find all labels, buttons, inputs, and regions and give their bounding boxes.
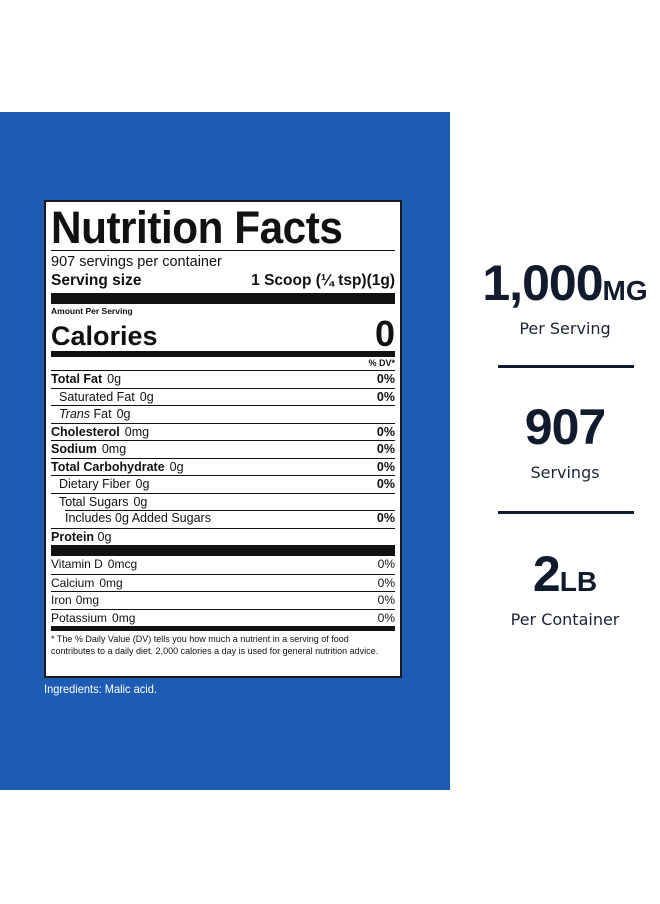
calories-value: 0 [374,313,395,354]
nutrient-amount: 0g [97,529,112,544]
nutrient-row-dietary-fiber: Dietary Fiber 0g 0% [51,475,395,493]
nutrient-row-protein: Protein 0g [51,527,395,546]
nutrient-row-sodium: Sodium 0mg 0% [51,440,395,458]
nutrient-dv: 0% [376,424,395,439]
nutrient-amount: 0g [133,494,148,509]
vitamin-dv: 0% [377,593,395,607]
nutrient-amount: 0g [139,389,154,404]
stat-divider [498,365,634,368]
nutrient-dv: 0% [376,459,395,474]
stat-number: 907 [524,399,606,455]
vitamin-name: Iron [51,593,72,607]
vitamin-row-iron: Iron 0mg 0% [51,591,395,609]
calories-row: Calories 0 [51,313,395,354]
stat-divider [498,511,634,514]
nutrient-row-total-fat: Total Fat 0g 0% [51,370,395,388]
nutrition-facts-title: Nutrition Facts [51,202,343,253]
stat-unit: MG [602,275,648,306]
stat-value: 2LB [470,548,660,608]
vitamin-amount: 0mg [75,593,100,607]
serving-size-label: Serving size [51,272,142,289]
nutrient-amount: 0g [135,477,150,491]
nutrient-row-total-sugars: Total Sugars 0g [51,492,395,511]
nutrient-name: Dietary Fiber [59,477,131,491]
stat-per-serving: 1,000MG Per Serving [470,257,660,339]
nutrient-name: Total Fat [51,372,103,386]
servings-per-container: 907 servings per container [51,254,222,270]
nutrient-name: Trans [59,407,91,421]
amount-per-serving: Amount Per Serving [51,306,133,316]
nutrient-amount: 0g [116,407,131,421]
stat-caption: Servings [530,463,600,482]
daily-value-header: % DV* [368,358,395,368]
nutrient-row-trans-fat: Trans Fat 0g [51,405,395,423]
stat-number: 2 [532,546,561,602]
ingredients-text: Ingredients: Malic acid. [44,682,157,696]
nutrient-dv: 0% [376,477,395,491]
vitamin-row-potassium: Potassium 0mg 0% [51,608,395,627]
vitamin-name: Potassium [51,610,108,625]
divider [51,250,395,251]
nutrient-name: Total Carbohydrate [51,459,165,474]
serving-size-row: Serving size 1 Scoop (¼ tsp)(1g) [51,271,395,290]
stat-servings: 907 Servings [470,401,660,483]
nutrient-name: Total Sugars [59,494,129,509]
vitamin-amount: 0mg [99,575,123,590]
nutrient-amount: 0g [169,459,184,474]
nutrient-row-saturated-fat: Saturated Fat 0g 0% [51,387,395,406]
nutrient-name: Cholesterol [51,424,120,439]
serving-size-value: 1 Scoop (¼ tsp)(1g) [251,272,395,289]
nutrient-name: Includes 0g Added Sugars [65,511,211,525]
stat-caption: Per Serving [519,319,611,338]
vitamin-row-calcium: Calcium 0mg 0% [51,573,395,592]
nutrient-dv: 0% [376,511,395,525]
vitamin-row-d: Vitamin D 0mcg 0% [51,556,395,574]
nutrient-row-cholesterol: Cholesterol 0mg 0% [51,422,395,441]
nutrient-amount: 0mg [101,442,127,456]
stat-value: 1,000MG [470,257,660,317]
nutrient-name: Protein [51,529,95,544]
nutrition-facts-label: Nutrition Facts 907 servings per contain… [44,200,402,678]
vitamin-dv: 0% [377,557,395,571]
medium-divider [51,351,395,357]
stat-caption: Per Container [510,610,620,629]
thick-divider [51,545,395,556]
nutrient-name: Sodium [51,442,97,456]
nutrient-dv: 0% [376,389,395,404]
vitamin-amount: 0mg [112,610,136,625]
nutrient-amount: 0g [107,372,122,386]
nutrient-dv: 0% [376,372,395,386]
nutrient-name: Saturated Fat [59,389,135,404]
nutrient-row-added-sugars: Includes 0g Added Sugars 0% [51,510,395,528]
thick-divider [51,293,395,304]
medium-divider [51,626,395,631]
vitamin-dv: 0% [377,575,395,590]
calories-label: Calories [51,321,158,351]
stat-number: 1,000 [482,255,603,311]
nutrient-amount: 0mg [124,424,150,439]
nutrient-name-suffix: Fat [93,407,112,421]
stat-unit: LB [559,566,598,597]
daily-value-footnote: * The % Daily Value (DV) tells you how m… [51,634,379,656]
nutrient-dv: 0% [376,442,395,456]
nutrient-row-total-carbohydrate: Total Carbohydrate 0g 0% [51,457,395,476]
vitamin-amount: 0mcg [107,557,138,571]
vitamin-name: Calcium [51,575,95,590]
stat-per-container: 2LB Per Container [470,548,660,630]
vitamin-dv: 0% [377,610,395,625]
vitamin-name: Vitamin D [51,557,103,571]
vitamins-block: Vitamin D 0mcg 0% Calcium 0mg 0% Iron 0mg 0… [51,556,395,626]
stat-value: 907 [470,401,660,461]
